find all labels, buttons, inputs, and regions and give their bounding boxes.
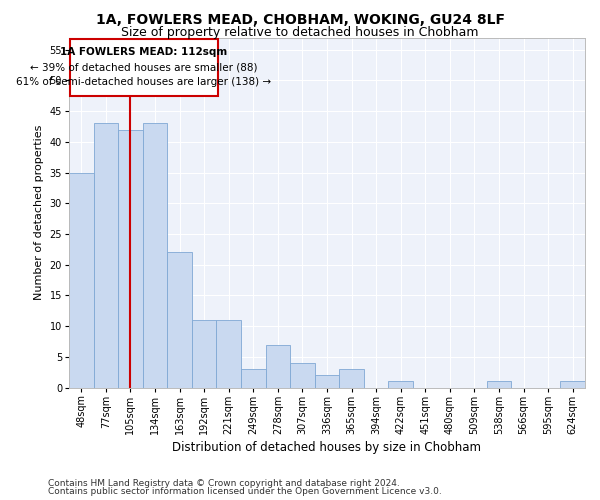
Bar <box>487 382 511 388</box>
Bar <box>388 382 413 388</box>
Text: Contains public sector information licensed under the Open Government Licence v3: Contains public sector information licen… <box>48 487 442 496</box>
Text: 1A FOWLERS MEAD: 112sqm: 1A FOWLERS MEAD: 112sqm <box>61 46 227 56</box>
Bar <box>241 369 266 388</box>
Bar <box>560 382 585 388</box>
Text: 61% of semi-detached houses are larger (138) →: 61% of semi-detached houses are larger (… <box>16 78 272 88</box>
Text: Contains HM Land Registry data © Crown copyright and database right 2024.: Contains HM Land Registry data © Crown c… <box>48 478 400 488</box>
Bar <box>69 172 94 388</box>
FancyBboxPatch shape <box>70 40 218 96</box>
Text: Size of property relative to detached houses in Chobham: Size of property relative to detached ho… <box>121 26 479 39</box>
Bar <box>118 130 143 388</box>
Bar <box>192 320 217 388</box>
Bar <box>94 124 118 388</box>
Bar <box>315 375 339 388</box>
Text: 1A, FOWLERS MEAD, CHOBHAM, WOKING, GU24 8LF: 1A, FOWLERS MEAD, CHOBHAM, WOKING, GU24 … <box>95 12 505 26</box>
Y-axis label: Number of detached properties: Number of detached properties <box>34 125 44 300</box>
Bar <box>167 252 192 388</box>
Bar <box>290 363 315 388</box>
Bar <box>339 369 364 388</box>
Bar <box>143 124 167 388</box>
Bar <box>266 344 290 388</box>
X-axis label: Distribution of detached houses by size in Chobham: Distribution of detached houses by size … <box>173 441 482 454</box>
Bar <box>217 320 241 388</box>
Text: ← 39% of detached houses are smaller (88): ← 39% of detached houses are smaller (88… <box>30 62 257 72</box>
